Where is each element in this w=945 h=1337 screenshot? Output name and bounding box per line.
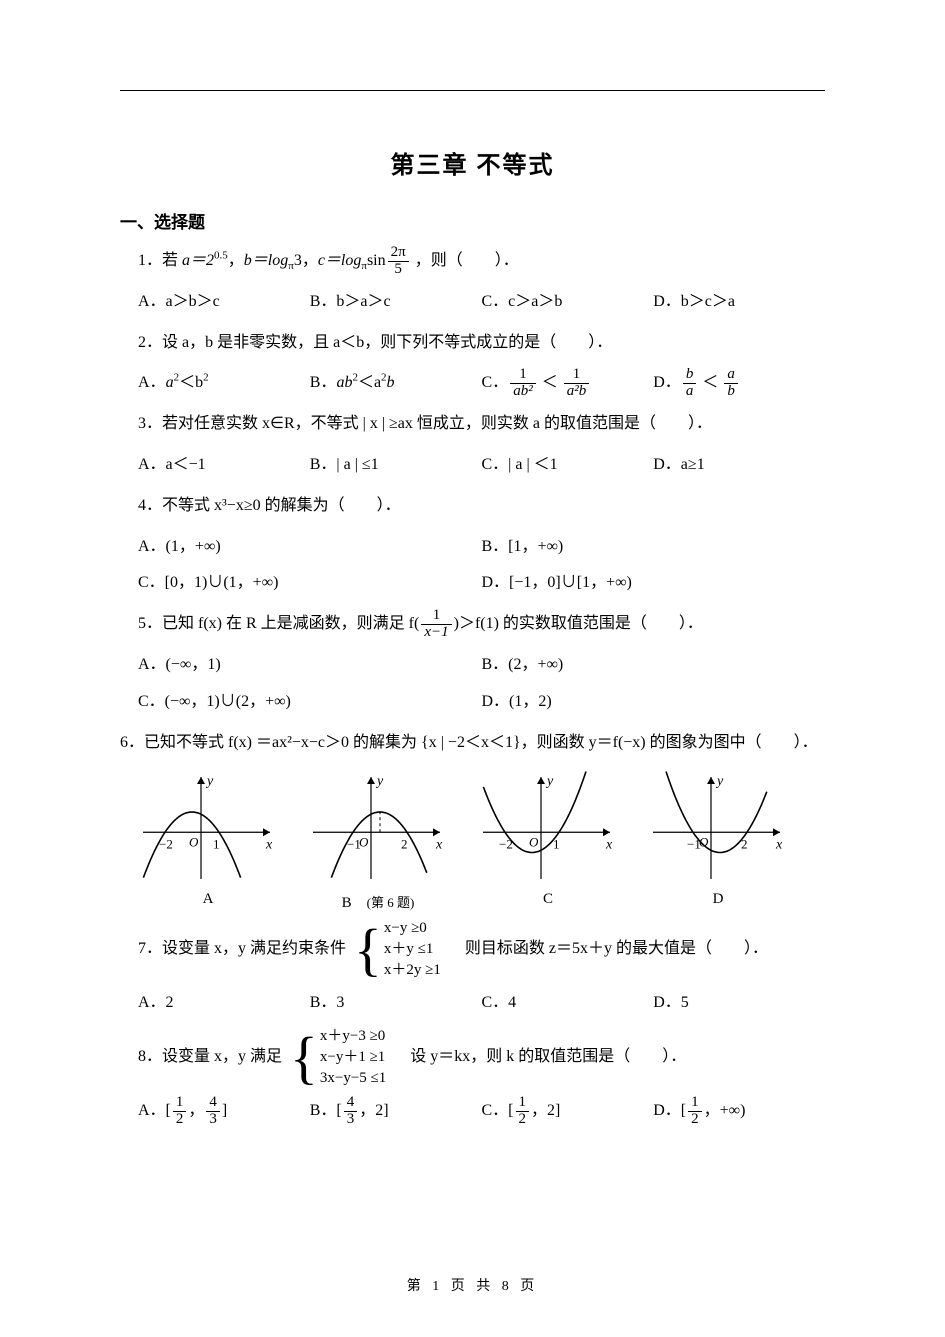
question-8: 8．设变量 x，y 满足 { x＋y−3 ≥0 x−y＋1 ≥1 3x−y−5 … bbox=[138, 1026, 825, 1089]
q2-opt-b: B．ab2＜a2b bbox=[310, 365, 482, 402]
q8-opt-b: B．[43，2] bbox=[310, 1093, 482, 1130]
q7-opt-d: D．5 bbox=[653, 985, 825, 1022]
section-heading: 一、选择题 bbox=[120, 208, 825, 233]
q2-options: A．a2＜b2 B．ab2＜a2b C．1ab² ＜ 1a²b D．ba ＜ a… bbox=[138, 365, 825, 402]
q4-opt-a: A．(1，+∞) bbox=[138, 529, 482, 566]
q7-opt-b: B．3 bbox=[310, 985, 482, 1022]
q1-opt-c: C．c＞a＞b bbox=[482, 284, 654, 321]
q4-options: A．(1，+∞) B．[1，+∞) C．[0，1)∪(1，+∞) D．[−1，0… bbox=[138, 529, 825, 603]
q6-fig-d: Oyx2−1 bbox=[648, 769, 788, 889]
q8-options: A．[12，43] B．[43，2] C．[12，2] D．[12，+∞) bbox=[138, 1093, 825, 1130]
q3-opt-c: C．| a | ＜1 bbox=[482, 447, 654, 484]
svg-text:y: y bbox=[205, 774, 214, 789]
q7-opt-c: C．4 bbox=[482, 985, 654, 1022]
q8-opt-d: D．[12，+∞) bbox=[653, 1093, 825, 1130]
q3-opt-a: A．a＜−1 bbox=[138, 447, 310, 484]
q6-label-d: D bbox=[648, 891, 788, 912]
chapter-title: 第三章 不等式 bbox=[120, 145, 825, 180]
svg-text:x: x bbox=[605, 838, 613, 853]
q3-opt-b: B．| a | ≤1 bbox=[310, 447, 482, 484]
q6-fig-c: Oyx1−2 bbox=[478, 769, 618, 889]
svg-text:O: O bbox=[189, 835, 199, 850]
svg-text:1: 1 bbox=[213, 837, 220, 852]
q1-options: A．a＞b＞c B．b＞a＞c C．c＞a＞b D．b＞c＞a bbox=[138, 284, 825, 321]
question-5: 5．已知 f(x) 在 R 上是减函数，则满足 f(1x−1)＞f(1) 的实数… bbox=[138, 606, 825, 643]
q2-opt-d: D．ba ＜ ab bbox=[653, 365, 825, 402]
q3-opt-d: D．a≥1 bbox=[653, 447, 825, 484]
q6-label-a: A bbox=[138, 891, 278, 912]
q2-opt-c: C．1ab² ＜ 1a²b bbox=[482, 365, 654, 402]
top-rule bbox=[120, 90, 825, 91]
question-2: 2．设 a，b 是非零实数，且 a＜b，则下列不等式成立的是（ ）． bbox=[138, 325, 825, 362]
q7-options: A．2 B．3 C．4 D．5 bbox=[138, 985, 825, 1022]
q5-opt-d: D．(1，2) bbox=[482, 684, 826, 721]
q5-options: A．(−∞，1) B．(2，+∞) C．(−∞，1)∪(2，+∞) D．(1，2… bbox=[138, 647, 825, 721]
svg-text:x: x bbox=[265, 838, 273, 853]
page-footer: 第 1 页 共 8 页 bbox=[0, 1275, 945, 1295]
svg-text:x: x bbox=[435, 838, 443, 853]
svg-text:y: y bbox=[375, 774, 384, 789]
question-6: 6．已知不等式 f(x) ＝ax²−x−c＞0 的解集为 {x | −2＜x＜1… bbox=[120, 725, 825, 762]
question-4: 4．不等式 x³−x≥0 的解集为（ ）． bbox=[138, 488, 825, 525]
q6-figures: Oyx1−2 Oyx2−1 Oyx1−2 Oyx2−1 bbox=[138, 769, 825, 889]
question-1: 1．若 a＝20.5，b＝logπ3，c＝logπsin2π5 ，则（ ）． bbox=[138, 243, 825, 280]
q4-opt-c: C．[0，1)∪(1，+∞) bbox=[138, 565, 482, 602]
q7-constraints: { x−y ≥0 x＋y ≤1 x＋2y ≥1 bbox=[354, 918, 441, 981]
q6-label-b: B (第 6 题) bbox=[308, 891, 448, 912]
q1-opt-b: B．b＞a＞c bbox=[310, 284, 482, 321]
svg-text:y: y bbox=[545, 774, 554, 789]
q8-opt-a: A．[12，43] bbox=[138, 1093, 310, 1130]
svg-text:−2: −2 bbox=[499, 837, 513, 852]
question-7: 7．设变量 x，y 满足约束条件 { x−y ≥0 x＋y ≤1 x＋2y ≥1… bbox=[138, 918, 825, 981]
svg-text:y: y bbox=[715, 774, 724, 789]
q7-opt-a: A．2 bbox=[138, 985, 310, 1022]
svg-text:O: O bbox=[529, 835, 539, 850]
q1-opt-d: D．b＞c＞a bbox=[653, 284, 825, 321]
q6-fig-a: Oyx1−2 bbox=[138, 769, 278, 889]
svg-text:−1: −1 bbox=[687, 837, 701, 852]
q1-stem: 1．若 a＝20.5，b＝logπ3，c＝logπsin2π5 ，则（ ）． bbox=[138, 252, 519, 269]
svg-text:2: 2 bbox=[401, 837, 408, 852]
q8-constraints: { x＋y−3 ≥0 x−y＋1 ≥1 3x−y−5 ≤1 bbox=[290, 1026, 386, 1089]
q5-opt-a: A．(−∞，1) bbox=[138, 647, 482, 684]
q4-opt-d: D．[−1，0]∪[1，+∞) bbox=[482, 565, 826, 602]
q5-opt-b: B．(2，+∞) bbox=[482, 647, 826, 684]
q6-fig-b: Oyx2−1 bbox=[308, 769, 448, 889]
q2-opt-a: A．a2＜b2 bbox=[138, 365, 310, 402]
question-3: 3．若对任意实数 x∈R，不等式 | x | ≥ax 恒成立，则实数 a 的取值… bbox=[138, 406, 825, 443]
q6-label-c: C bbox=[478, 891, 618, 912]
q3-options: A．a＜−1 B．| a | ≤1 C．| a | ＜1 D．a≥1 bbox=[138, 447, 825, 484]
q6-figure-labels: A B (第 6 题) C D bbox=[138, 891, 825, 912]
svg-text:x: x bbox=[775, 838, 783, 853]
q1-opt-a: A．a＞b＞c bbox=[138, 284, 310, 321]
q8-opt-c: C．[12，2] bbox=[482, 1093, 654, 1130]
q5-opt-c: C．(−∞，1)∪(2，+∞) bbox=[138, 684, 482, 721]
q4-opt-b: B．[1，+∞) bbox=[482, 529, 826, 566]
